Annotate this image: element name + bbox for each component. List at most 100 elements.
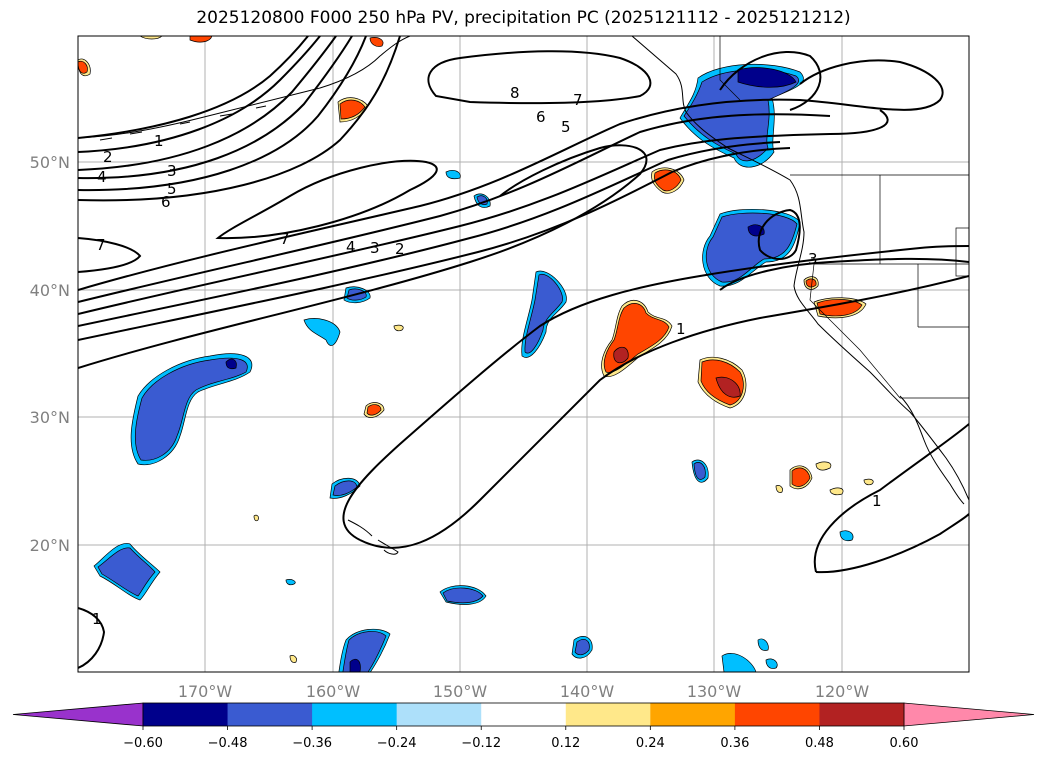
contour-label: 6 — [536, 108, 546, 126]
contour-label: 3 — [370, 239, 380, 257]
pv-contour — [78, 36, 337, 171]
colorbar-bin — [227, 703, 313, 726]
colorbar-bin — [481, 703, 567, 726]
colorbar-tick-label: −0.24 — [377, 736, 417, 751]
contour-label: 7 — [573, 91, 583, 109]
colorbar-bin — [312, 703, 398, 726]
figure-title: 2025120800 F000 250 hPa PV, precipitatio… — [196, 8, 851, 28]
contour-label: 1 — [676, 320, 686, 338]
coastline-aleutians — [99, 105, 267, 141]
precip-blob — [253, 514, 259, 522]
lon-tick-label: 120°W — [815, 682, 870, 701]
colorbar-bin — [565, 703, 651, 726]
lat-tick-labels: 20°N 30°N 40°N 50°N — [30, 153, 70, 555]
coastline-north-america — [631, 36, 969, 501]
coastline-hawaii — [347, 519, 399, 555]
colorbar-tick-label: −0.36 — [292, 736, 332, 751]
precip-blob — [303, 318, 341, 346]
pv-contour — [78, 36, 321, 153]
contour-label: 8 — [510, 84, 520, 102]
contour-label: 4 — [346, 238, 356, 256]
colorbar: −0.60 −0.48 −0.36 −0.24 −0.12 0.12 0.24 0.36 0.4… — [12, 702, 1035, 751]
precip-blob — [393, 324, 404, 332]
precip-blob — [339, 99, 366, 120]
pv-contour — [815, 513, 969, 574]
pv-contour — [78, 36, 367, 192]
contour-label: 7 — [280, 230, 290, 248]
precip-blob — [791, 467, 811, 487]
colorbar-extend-low — [12, 702, 144, 727]
pv-contour — [78, 36, 309, 139]
precip-blob — [721, 653, 757, 672]
pv-contour — [813, 423, 969, 573]
lon-tick-label: 140°W — [560, 682, 615, 701]
pv-contour — [78, 36, 401, 202]
contour-label: 1 — [92, 610, 102, 628]
pv-contour — [719, 51, 822, 111]
contour-label: 2 — [395, 240, 405, 258]
lon-tick-label: 170°W — [178, 682, 233, 701]
pv-contour — [757, 208, 801, 260]
precip-blob — [839, 530, 854, 542]
contour-label: 3 — [808, 250, 818, 268]
precip-blob — [442, 587, 484, 604]
precip-blob — [737, 67, 797, 88]
colorbar-tick-label: 0.24 — [636, 736, 665, 751]
precip-blob — [366, 404, 382, 416]
pv-contour — [78, 109, 889, 315]
lon-tick-label: 130°W — [687, 682, 742, 701]
contour-label: 2 — [103, 148, 113, 166]
precip-blob — [863, 478, 874, 486]
lat-tick-label: 50°N — [30, 153, 70, 172]
precip-blob — [829, 487, 844, 496]
contour-labels: 1 2 3 4 5 6 7 8 7 6 5 7 4 3 2 3 1 1 1 — [92, 84, 882, 628]
pv-contour — [78, 144, 648, 369]
pv-contour — [78, 113, 831, 303]
pv-contour — [359, 275, 969, 549]
precip-blob — [285, 579, 296, 586]
colorbar-tick-label: 0.48 — [805, 736, 834, 751]
precip-blob — [369, 37, 384, 47]
pv-contour — [719, 257, 969, 291]
lon-tick-labels: 170°W 160°W 150°W 140°W 130°W 120°W — [178, 682, 870, 701]
precip-positive — [78, 36, 874, 663]
precip-blob — [654, 169, 682, 192]
colorbar-tick-label: 0.36 — [720, 736, 749, 751]
borders — [719, 36, 969, 399]
lat-tick-label: 40°N — [30, 281, 70, 300]
colorbar-tick-label: 0.12 — [551, 736, 580, 751]
pv-contour — [78, 147, 791, 341]
lat-tick-label: 20°N — [30, 536, 70, 555]
contour-label: 7 — [96, 236, 106, 254]
precip-blob — [693, 462, 706, 480]
precip-blob — [574, 639, 590, 656]
colorbar-bin — [396, 703, 482, 726]
colorbar-bin — [143, 703, 229, 726]
precip-blob — [97, 547, 156, 597]
precip-blob — [134, 357, 248, 461]
lon-tick-label: 150°W — [433, 682, 488, 701]
precip-blob — [765, 658, 778, 669]
contour-label: 1 — [154, 132, 164, 150]
pv-contour — [215, 159, 438, 240]
coastline-baja — [899, 395, 965, 505]
contour-label: 6 — [161, 193, 171, 211]
colorbar-frame — [142, 702, 905, 727]
contour-label: 4 — [97, 168, 107, 186]
pv-contours — [78, 36, 969, 669]
colorbar-tick-label: −0.60 — [123, 736, 163, 751]
colorbar-bin — [650, 703, 736, 726]
colorbar-tick-label: 0.60 — [890, 736, 919, 751]
pv-contour — [78, 141, 781, 327]
colorbar-extend-high — [903, 702, 1035, 727]
precip-blob — [775, 485, 783, 493]
pv-contour — [78, 36, 353, 180]
precip-blob — [524, 273, 563, 354]
coastline-alaska — [78, 36, 411, 139]
pv-contour — [78, 59, 944, 291]
contour-label: 3 — [167, 162, 177, 180]
gridlines — [78, 36, 969, 672]
precip-blob — [815, 461, 832, 471]
contour-label: 5 — [561, 118, 571, 136]
